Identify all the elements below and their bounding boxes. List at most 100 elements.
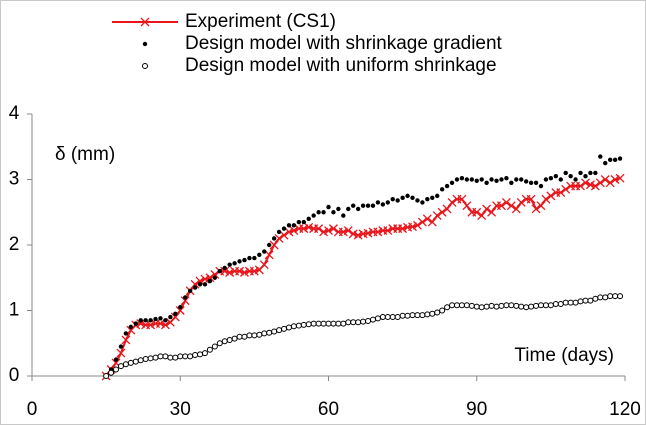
- x-marker: [427, 217, 437, 227]
- dot-marker: [178, 305, 183, 310]
- dot-marker: [237, 259, 242, 264]
- dot-marker: [227, 262, 232, 267]
- circle-marker: [305, 321, 312, 328]
- dot-marker: [617, 156, 623, 161]
- circle-marker: [197, 351, 204, 358]
- dot-marker: [168, 314, 173, 320]
- x-marker: [477, 211, 487, 220]
- circle-marker: [374, 315, 381, 322]
- dot-marker: [321, 210, 326, 215]
- dot-marker: [360, 203, 366, 208]
- dot-marker: [543, 177, 549, 182]
- x-marker: [412, 220, 422, 230]
- dot-marker: [499, 177, 504, 182]
- dot-marker: [484, 180, 489, 185]
- x-marker: [269, 240, 279, 250]
- circle-marker: [177, 353, 184, 360]
- dot-marker: [523, 179, 529, 184]
- dot-marker: [351, 203, 356, 208]
- dot-marker: [173, 311, 178, 316]
- circle-marker: [478, 304, 485, 311]
- x-marker: [205, 273, 215, 283]
- dot-marker: [306, 216, 311, 221]
- dot-marker: [336, 206, 341, 212]
- x-tick-label: 60: [318, 399, 339, 420]
- x-marker: [180, 296, 190, 306]
- dot-marker: [123, 331, 129, 336]
- circle-marker: [617, 293, 624, 300]
- circle-marker: [602, 294, 609, 301]
- dot-marker: [346, 206, 351, 212]
- dot-marker: [553, 174, 559, 179]
- dot-marker: [197, 282, 203, 287]
- circle-marker: [162, 353, 169, 360]
- circle-marker: [335, 320, 342, 327]
- x-marker: [422, 214, 432, 224]
- x-marker: [546, 191, 556, 201]
- circle-marker: [330, 320, 337, 327]
- circle-marker: [369, 316, 376, 323]
- dot-marker: [316, 210, 321, 215]
- circle-marker: [340, 320, 347, 327]
- circle-marker: [444, 304, 451, 311]
- circle-marker: [597, 294, 604, 301]
- dot-marker: [242, 257, 247, 263]
- legend-label: Design model with uniform shrinkage: [185, 55, 497, 76]
- circle-marker: [142, 355, 149, 362]
- dot-marker: [538, 183, 544, 189]
- dot-marker: [464, 177, 470, 182]
- x-marker: [195, 276, 205, 286]
- circle-marker: [533, 302, 540, 309]
- dot-marker: [390, 196, 395, 202]
- x-marker: [432, 211, 442, 220]
- dot-marker: [568, 174, 573, 179]
- circle-marker: [113, 366, 120, 373]
- circle-marker: [394, 314, 401, 321]
- dot-marker: [375, 200, 381, 205]
- circle-marker: [429, 310, 436, 317]
- dot-marker: [425, 196, 430, 202]
- dot-marker: [607, 157, 613, 163]
- circle-marker: [167, 354, 174, 361]
- legend-marker: [142, 63, 148, 69]
- circle-marker: [389, 314, 396, 321]
- x-marker: [501, 197, 511, 207]
- dot-marker: [514, 177, 519, 182]
- circle-marker: [557, 300, 564, 307]
- circle-marker: [419, 312, 426, 319]
- x-marker: [442, 204, 452, 214]
- dot-marker: [187, 288, 193, 294]
- circle-marker: [434, 309, 441, 316]
- x-marker: [279, 230, 289, 240]
- dot-marker: [474, 178, 479, 184]
- x-marker: [462, 201, 472, 211]
- x-tick-label: 0: [27, 399, 38, 420]
- circle-marker: [350, 319, 357, 326]
- circle-marker: [226, 336, 233, 343]
- circle-marker: [360, 318, 367, 325]
- dot-marker: [603, 160, 608, 166]
- circle-marker: [365, 317, 372, 324]
- circle-marker: [399, 312, 406, 319]
- y-tick-label: 2: [9, 234, 20, 255]
- dot-marker: [395, 198, 400, 203]
- circle-marker: [310, 320, 317, 327]
- x-marker: [541, 194, 551, 204]
- x-tick-label: 30: [170, 399, 191, 420]
- dot-marker: [494, 178, 499, 184]
- x-marker: [600, 175, 610, 184]
- circle-marker: [201, 350, 208, 357]
- x-marker: [289, 226, 299, 236]
- circle-marker: [221, 338, 228, 345]
- circle-marker: [493, 303, 500, 310]
- dot-marker: [326, 204, 331, 210]
- dot-marker: [257, 252, 262, 258]
- dot-marker: [454, 177, 460, 182]
- dot-marker: [370, 203, 376, 208]
- dot-marker: [415, 198, 420, 203]
- dot-marker: [331, 210, 336, 215]
- circle-marker: [182, 353, 189, 360]
- circle-marker: [236, 333, 243, 340]
- x-marker: [324, 226, 333, 236]
- circle-marker: [468, 302, 475, 309]
